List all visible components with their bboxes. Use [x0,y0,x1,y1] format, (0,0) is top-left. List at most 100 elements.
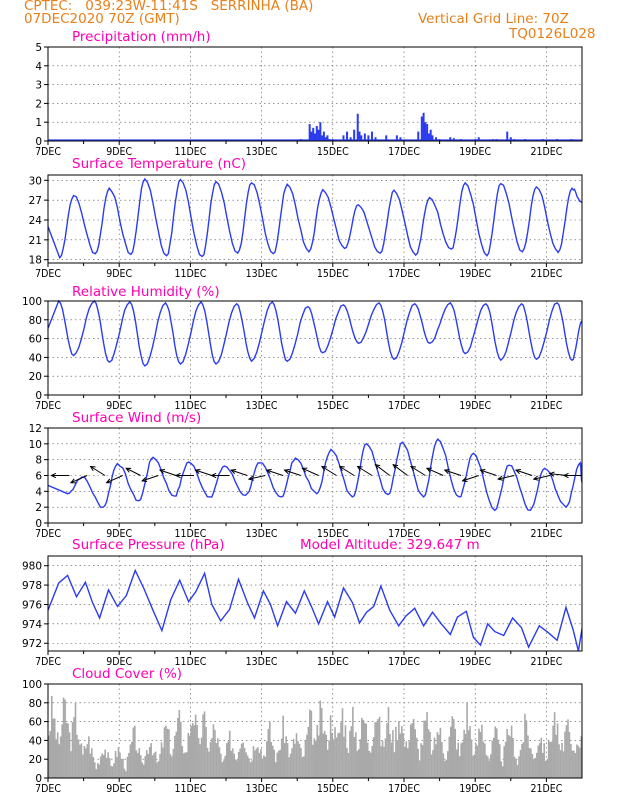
precip-bar [367,135,370,141]
y-tick-label: 3 [35,80,42,92]
cloud-bar [553,712,556,778]
cloud-bar [174,735,176,778]
series-line-temp [47,177,583,260]
cloud-bar [504,741,507,778]
cloud-bar [564,731,566,778]
cloud-bar [129,744,132,778]
cloud-bar [362,719,365,778]
cloud-bar [208,751,210,778]
cloud-bar [142,764,145,778]
cloud-bar [104,749,106,778]
cloud-bar [197,738,200,778]
cloud-bar [387,706,390,778]
cloud-bar [528,747,531,778]
wind-arrow-head [479,468,486,474]
wind-arrow-head [89,465,96,471]
wind-arrow-head [125,467,132,473]
cloud-bar [374,722,376,778]
precip-bar [356,113,359,141]
precip-bar [429,129,432,141]
y-tick-label: 80 [29,315,42,327]
cloud-bar [279,749,281,778]
cloud-bar [363,722,366,778]
precip-bar [385,135,388,141]
cloud-bar [454,728,457,778]
cloud-bar [156,762,158,778]
cloud-bar [181,746,184,778]
wind-arrow [480,469,497,476]
cloud-bar [559,750,562,778]
x-tick-label: 7DEC [35,656,61,668]
cloud-bar [524,713,526,778]
wind-arrow-head [443,468,450,474]
cloud-bar [214,729,216,778]
cloud-bar [417,748,419,778]
cloud-bar [525,720,528,778]
cloud-bar [521,743,523,778]
x-tick-label: 21DEC [530,656,562,668]
y-tick-label: 976 [22,599,42,611]
cloud-bar [107,752,109,778]
cloud-bar [390,742,393,778]
cloud-bar [187,733,190,778]
cloud-bar [568,732,571,778]
cloud-bar [490,754,492,778]
y-tick-label: 100 [22,679,42,691]
cloud-bar [200,737,203,778]
wind-arrow [321,466,337,476]
x-tick-label: 9DEC [106,656,132,668]
y-tick-label: 8 [35,455,42,467]
cloud-bar [168,729,170,778]
cloud-bar [82,754,84,778]
cloud-bar [561,742,563,778]
precip-bar [417,131,420,141]
cloud-bar [135,750,138,778]
cloud-bar [346,747,348,778]
x-tick-label: 21DEC [530,146,562,158]
cloud-bar [472,755,474,778]
cloud-bar [415,737,418,778]
panel-temp: Surface Temperature (nC) 18 21 24 27 30 7DEC 9D… [29,156,583,280]
precip-bar [424,122,427,141]
wind-arrow [515,469,533,476]
wind-arrow-head [230,468,237,474]
cloud-bar [488,760,491,778]
cloud-bar [148,746,151,778]
cloud-bar [85,748,87,778]
precip-bar [509,137,512,141]
cloud-bar [436,732,439,778]
cloud-bar [420,743,422,778]
cloud-bar [211,738,213,778]
cloud-bar [191,723,194,778]
cloud-bar [360,717,363,778]
cloud-bar [547,740,550,778]
cloud-bar [108,757,111,778]
cloud-bar [537,745,540,778]
cloud-bar [50,695,53,778]
cloud-bar [405,741,408,778]
cloud-bar [300,747,302,778]
cloud-bar [438,734,440,778]
cloud-bar [209,742,212,778]
x-tick-label: 21DEC [530,268,562,280]
wind-arrow-head [105,478,112,484]
cloud-bar [91,748,93,778]
cloud-bar [484,743,486,778]
cloud-bar [185,752,188,778]
cloud-bar [319,700,322,778]
cloud-bar [409,724,412,778]
wind-arrow [444,469,462,476]
x-tick-label: 9DEC [106,146,132,158]
precip-bar [310,131,313,141]
cloud-bar [482,741,485,778]
y-tick-label: 974 [22,619,42,631]
precip-bar [353,129,356,141]
cloud-bar [221,762,224,778]
precip-bar [315,125,318,141]
wind-arrow-head [283,468,290,474]
cloud-bar [248,758,250,778]
cloud-bar [540,737,543,778]
cloud-bar [328,740,330,778]
cloud-bar [76,734,78,778]
cloud-bar [530,748,532,778]
